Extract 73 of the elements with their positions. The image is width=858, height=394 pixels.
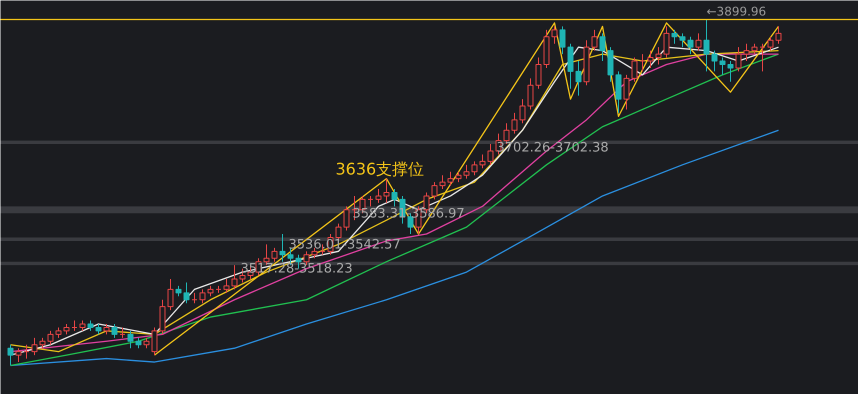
ref-line-label: ←3899.96 bbox=[706, 4, 766, 18]
candlestick bbox=[488, 144, 494, 166]
candlestick bbox=[672, 29, 678, 44]
candlestick bbox=[144, 337, 150, 349]
candlestick bbox=[688, 36, 694, 55]
candlestick bbox=[632, 57, 638, 82]
candlestick bbox=[224, 278, 230, 294]
candlestick bbox=[592, 29, 598, 52]
candlestick bbox=[232, 264, 238, 290]
candlestick bbox=[80, 320, 86, 332]
candlestick bbox=[448, 171, 454, 186]
candlestick bbox=[120, 326, 126, 338]
candlestick bbox=[600, 32, 606, 62]
candlestick bbox=[136, 337, 142, 349]
candlestick bbox=[40, 337, 46, 349]
candlestick bbox=[24, 344, 30, 360]
candlestick bbox=[56, 326, 62, 338]
candlestick bbox=[536, 57, 542, 90]
candlestick bbox=[552, 26, 558, 44]
candlestick bbox=[184, 282, 190, 304]
candlestick bbox=[48, 330, 54, 346]
candlestick bbox=[176, 285, 182, 297]
candlestick bbox=[728, 60, 734, 82]
candlestick bbox=[384, 178, 390, 204]
candlestick bbox=[344, 206, 350, 232]
candlestick bbox=[368, 195, 374, 207]
candlestick bbox=[456, 171, 462, 183]
candlestick bbox=[560, 26, 566, 55]
candlestick bbox=[480, 154, 486, 169]
candlestick bbox=[768, 36, 774, 52]
candlestick bbox=[664, 26, 670, 58]
candlestick bbox=[192, 292, 198, 304]
annotation: 3636支撑位 bbox=[336, 160, 424, 178]
candlestick bbox=[152, 326, 158, 356]
candlestick bbox=[128, 330, 134, 349]
candlestick bbox=[624, 74, 630, 110]
candlestick bbox=[112, 323, 118, 338]
candlestick bbox=[464, 164, 470, 180]
candlestick bbox=[96, 323, 102, 335]
candlestick bbox=[72, 320, 78, 332]
candlestick bbox=[704, 19, 710, 72]
candlestick bbox=[720, 57, 726, 76]
candlestick bbox=[648, 50, 654, 68]
candlestick bbox=[8, 344, 14, 366]
candlestick bbox=[680, 32, 686, 48]
candlestick bbox=[208, 285, 214, 297]
candlestick bbox=[440, 174, 446, 190]
candlestick bbox=[696, 32, 702, 52]
candlestick bbox=[280, 234, 286, 262]
candlestick bbox=[736, 46, 742, 72]
candlestick bbox=[760, 43, 766, 72]
candlestick bbox=[16, 348, 22, 363]
candlestick bbox=[640, 54, 646, 72]
candlestick bbox=[520, 98, 526, 124]
candlestick bbox=[776, 26, 782, 44]
candlestick bbox=[752, 43, 758, 55]
candlestick bbox=[88, 320, 94, 332]
candlestick bbox=[376, 188, 382, 204]
candlestick bbox=[656, 46, 662, 65]
candlestick bbox=[432, 182, 438, 200]
candlestick bbox=[392, 188, 398, 207]
candlestick bbox=[472, 160, 478, 176]
candlestick bbox=[744, 43, 750, 62]
candlestick bbox=[32, 337, 38, 356]
candlestick bbox=[168, 278, 174, 311]
candlestick bbox=[104, 323, 110, 335]
candlestick bbox=[272, 247, 278, 262]
candlestick bbox=[200, 288, 206, 304]
candlestick bbox=[712, 50, 718, 72]
candlestick bbox=[576, 60, 582, 96]
candlestick bbox=[512, 112, 518, 134]
candlestick bbox=[528, 78, 534, 110]
candlestick bbox=[64, 323, 70, 335]
